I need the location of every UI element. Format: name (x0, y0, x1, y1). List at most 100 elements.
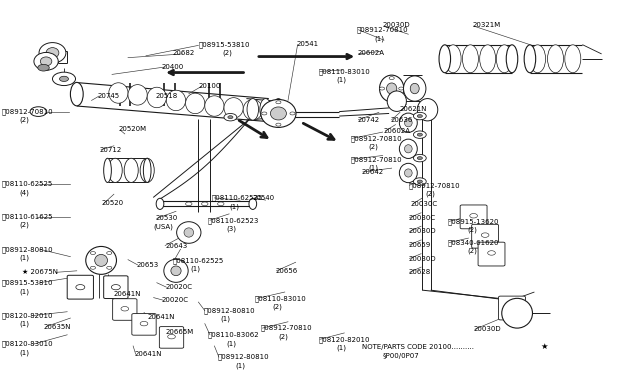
FancyBboxPatch shape (159, 327, 184, 348)
Ellipse shape (404, 119, 412, 127)
Text: Ⓓ08120-83010: Ⓓ08120-83010 (1, 341, 53, 347)
Circle shape (224, 113, 237, 121)
Text: 20653: 20653 (136, 262, 159, 268)
Circle shape (121, 307, 129, 311)
Ellipse shape (70, 82, 83, 106)
Ellipse shape (404, 145, 412, 153)
Text: 20400: 20400 (162, 64, 184, 70)
Text: 20540: 20540 (253, 195, 275, 201)
Text: 20656: 20656 (275, 268, 298, 274)
Text: Ⓓ08912-80810: Ⓓ08912-80810 (204, 307, 255, 314)
Circle shape (399, 87, 404, 90)
Ellipse shape (109, 83, 128, 103)
Text: 20628: 20628 (408, 269, 431, 275)
Text: Ⓓ08110-83010: Ⓓ08110-83010 (255, 295, 307, 302)
FancyBboxPatch shape (472, 224, 499, 248)
FancyBboxPatch shape (499, 296, 525, 320)
Text: 20541: 20541 (296, 41, 319, 46)
Text: 20100: 20100 (198, 83, 221, 89)
Circle shape (470, 214, 477, 218)
Circle shape (413, 131, 426, 138)
Text: 20321M: 20321M (472, 22, 500, 28)
Text: (1): (1) (374, 35, 385, 42)
Text: 20745: 20745 (98, 93, 120, 99)
Circle shape (107, 266, 112, 269)
Circle shape (186, 202, 192, 206)
Text: ★ 20675N: ★ 20675N (22, 269, 58, 275)
Ellipse shape (399, 139, 417, 158)
Ellipse shape (205, 96, 224, 116)
Circle shape (276, 123, 281, 126)
Text: (2): (2) (467, 248, 477, 254)
Text: 20030D: 20030D (474, 326, 501, 332)
Text: (1): (1) (19, 288, 29, 295)
Text: (3): (3) (226, 225, 236, 232)
Text: Ⓞ08915-13620: Ⓞ08915-13620 (448, 218, 499, 225)
Circle shape (417, 180, 422, 183)
Text: Ⓓ08110-62525: Ⓓ08110-62525 (173, 257, 224, 264)
Circle shape (52, 72, 76, 86)
Circle shape (413, 154, 426, 162)
Text: 20518: 20518 (156, 93, 178, 99)
Text: 20030D: 20030D (383, 22, 410, 28)
Circle shape (111, 285, 120, 290)
Text: Ⓠ08915-53810: Ⓠ08915-53810 (1, 279, 52, 286)
Text: Ⓓ08110-83062: Ⓓ08110-83062 (208, 331, 260, 338)
Text: 20642: 20642 (362, 169, 384, 175)
Text: 20635N: 20635N (44, 324, 71, 330)
Ellipse shape (243, 99, 262, 120)
Text: Ⓓ08110-62525: Ⓓ08110-62525 (1, 181, 52, 187)
Circle shape (202, 202, 208, 206)
Text: (4): (4) (19, 189, 29, 196)
Ellipse shape (39, 42, 66, 63)
Ellipse shape (564, 45, 581, 73)
Text: (1): (1) (19, 321, 29, 327)
Text: (2): (2) (223, 50, 232, 57)
Text: Ⓓ08912-70810: Ⓓ08912-70810 (351, 156, 403, 163)
Text: (1): (1) (229, 203, 239, 210)
Ellipse shape (417, 99, 438, 121)
Text: 20530: 20530 (156, 215, 178, 221)
Ellipse shape (184, 228, 193, 237)
Text: Ⓓ08912-70810: Ⓓ08912-70810 (1, 108, 53, 115)
Circle shape (380, 87, 385, 90)
Circle shape (290, 112, 295, 115)
Text: 20682: 20682 (173, 50, 195, 56)
Text: (1): (1) (336, 344, 346, 351)
Ellipse shape (128, 84, 147, 105)
Text: 20665M: 20665M (165, 329, 193, 335)
Ellipse shape (86, 246, 116, 275)
Text: (1): (1) (191, 266, 201, 272)
Circle shape (60, 76, 68, 81)
Circle shape (90, 266, 95, 269)
Text: 20030D: 20030D (408, 228, 436, 234)
Text: 20636: 20636 (390, 117, 413, 123)
Text: Ⓓ08110-62523: Ⓓ08110-62523 (208, 217, 259, 224)
Text: (USA): (USA) (154, 224, 173, 230)
Ellipse shape (270, 107, 287, 120)
Text: (2): (2) (278, 333, 288, 340)
Text: (2): (2) (368, 144, 378, 150)
Ellipse shape (506, 45, 518, 73)
Text: (1): (1) (221, 316, 231, 323)
Text: (1): (1) (226, 340, 236, 347)
Text: 20030D: 20030D (408, 256, 436, 262)
Circle shape (38, 64, 49, 71)
Text: Ⓓ08912-70810: Ⓓ08912-70810 (357, 26, 409, 33)
Text: 20621N: 20621N (400, 106, 428, 112)
Text: (2): (2) (467, 227, 477, 233)
Text: ★: ★ (541, 342, 548, 351)
Ellipse shape (34, 52, 58, 70)
Text: Ⓓ08912-80810: Ⓓ08912-80810 (218, 354, 269, 360)
Ellipse shape (95, 254, 108, 266)
Circle shape (218, 202, 224, 206)
Ellipse shape (410, 83, 419, 94)
Text: 20520: 20520 (101, 201, 124, 206)
FancyBboxPatch shape (460, 205, 487, 229)
Circle shape (488, 251, 495, 255)
Ellipse shape (399, 113, 417, 132)
Ellipse shape (166, 90, 186, 111)
Circle shape (389, 77, 394, 80)
Ellipse shape (147, 87, 166, 108)
Text: Ⓓ08912-70810: Ⓓ08912-70810 (351, 135, 403, 142)
